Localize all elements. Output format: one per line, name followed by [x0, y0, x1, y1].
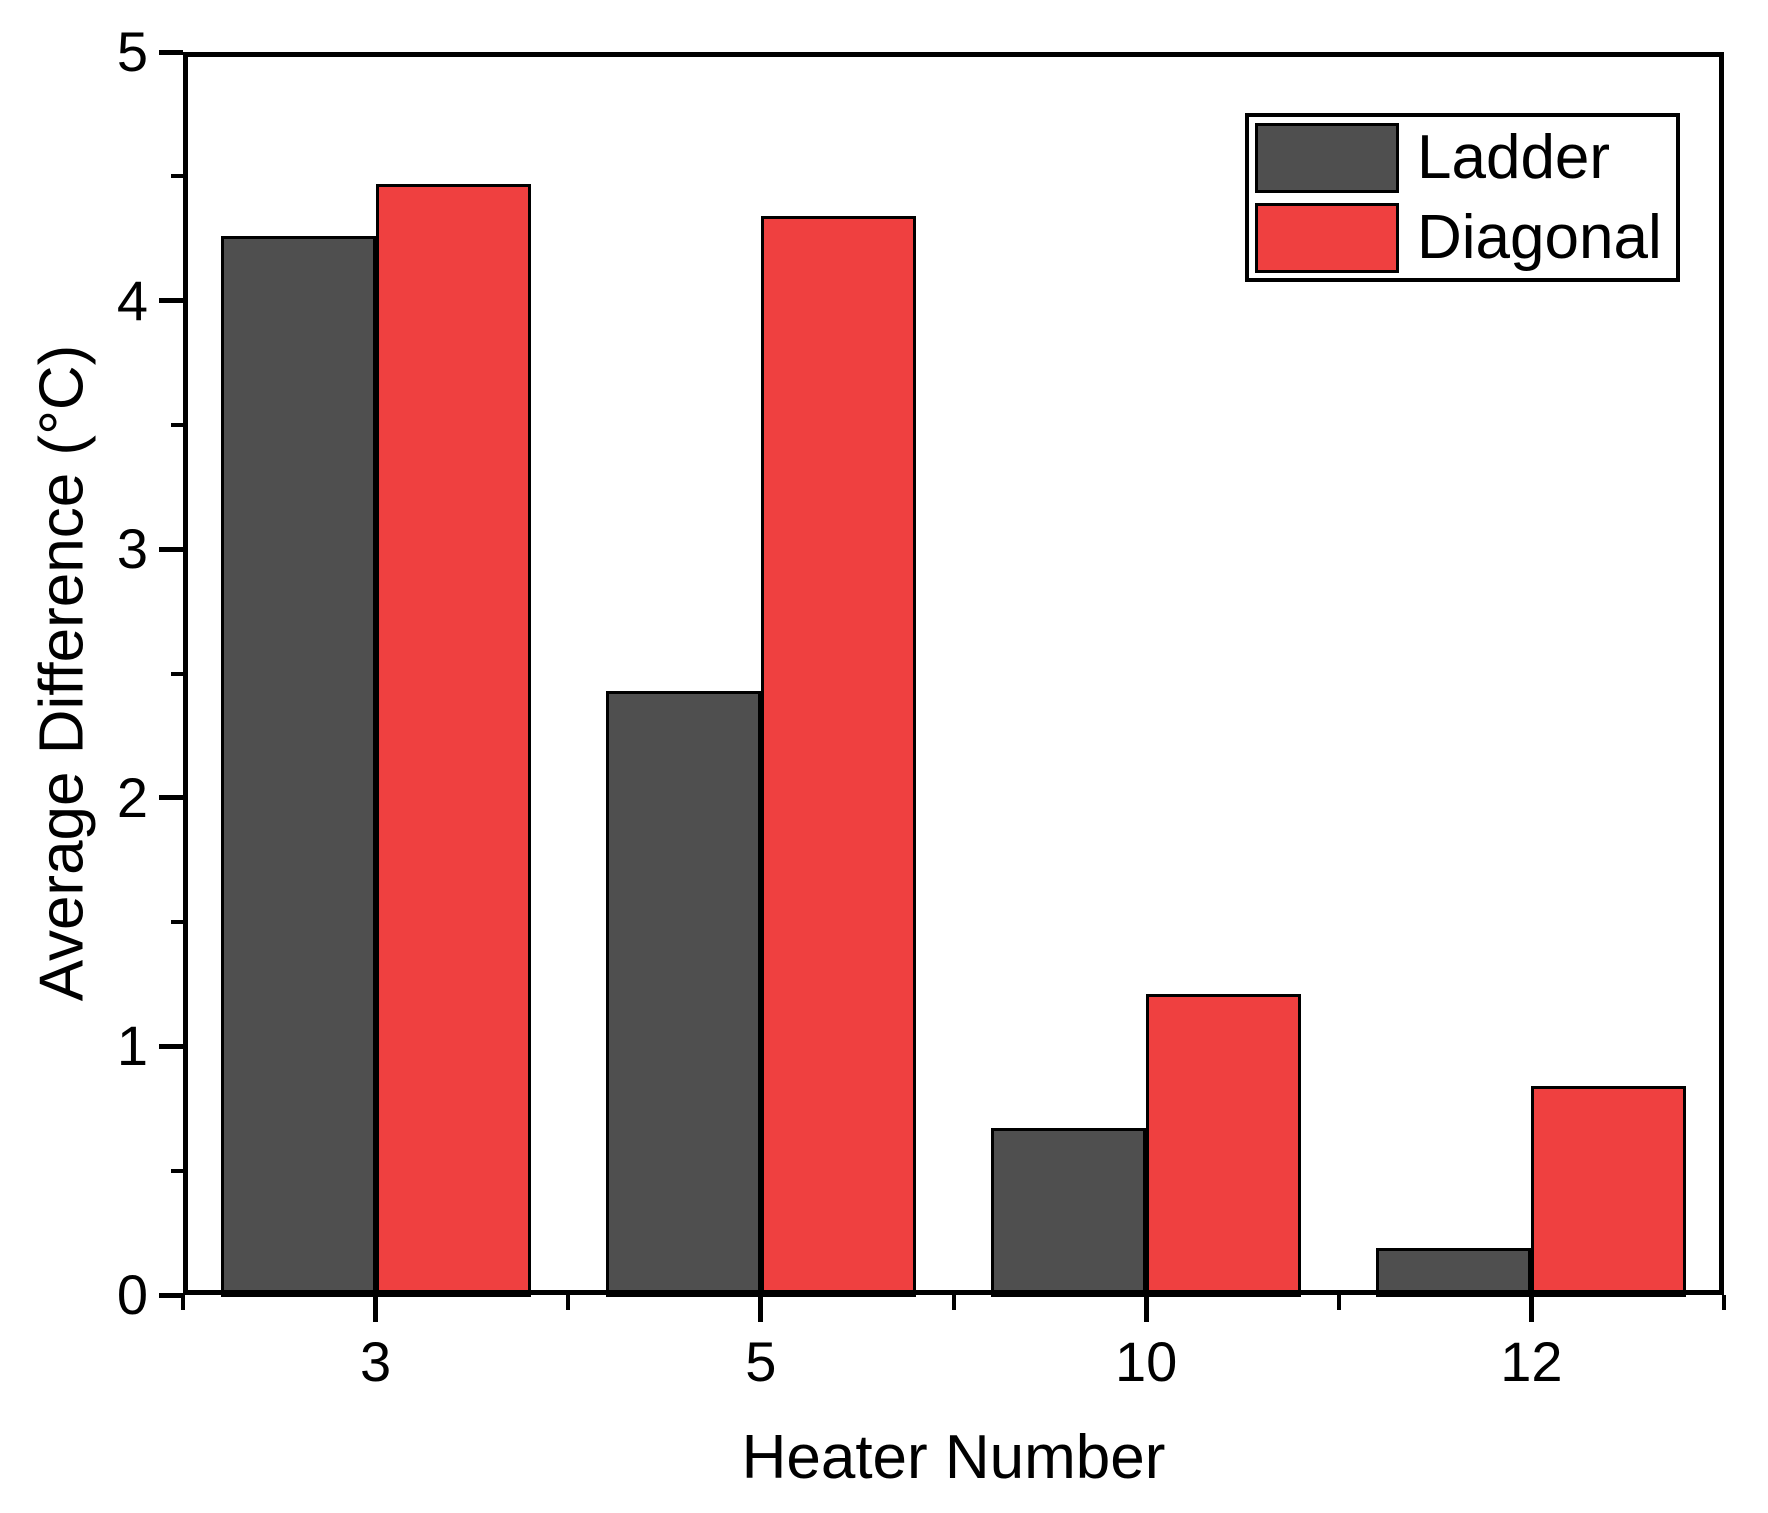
bar-diagonal-12	[1531, 1086, 1687, 1297]
y-tick-label-0: 0	[116, 1263, 148, 1326]
y-major-tick-4	[159, 298, 183, 304]
x-minor-tick	[951, 1295, 956, 1310]
y-axis-title: Average Difference (°C)	[27, 344, 97, 1002]
legend-swatch-diagonal	[1255, 203, 1399, 273]
y-major-tick-5	[159, 49, 183, 55]
y-major-tick-2	[159, 795, 183, 801]
bar-ladder-5	[605, 690, 761, 1297]
y-tick-label-4: 4	[116, 268, 148, 332]
x-major-tick-5	[758, 1295, 764, 1322]
bar-ladder-3	[220, 235, 376, 1297]
y-tick-label-3: 3	[116, 517, 148, 581]
y-minor-tick	[171, 422, 183, 427]
y-minor-tick	[171, 174, 183, 179]
y-tick-label-2: 2	[116, 765, 148, 829]
y-minor-tick	[171, 671, 183, 676]
x-minor-tick	[1722, 1295, 1726, 1310]
x-tick-label-10: 10	[1114, 1330, 1178, 1393]
legend: Ladder Diagonal	[1245, 113, 1680, 282]
legend-label-ladder: Ladder	[1417, 123, 1611, 192]
x-minor-tick	[181, 1295, 185, 1310]
x-major-tick-12	[1528, 1295, 1534, 1322]
x-minor-tick	[1336, 1295, 1341, 1310]
y-tick-label-5: 5	[116, 20, 148, 83]
x-minor-tick	[566, 1295, 571, 1310]
y-major-tick-0	[159, 1292, 183, 1298]
bar-ladder-10	[991, 1128, 1147, 1297]
legend-label-diagonal: Diagonal	[1417, 203, 1662, 272]
x-major-tick-10	[1143, 1295, 1149, 1322]
bar-diagonal-5	[760, 216, 916, 1297]
x-axis-title: Heater Number	[741, 1423, 1166, 1492]
y-minor-tick	[171, 920, 183, 925]
bar-diagonal-10	[1146, 994, 1302, 1297]
x-tick-label-12: 12	[1500, 1330, 1563, 1393]
y-major-tick-1	[159, 1043, 183, 1049]
x-tick-label-3: 3	[360, 1330, 392, 1393]
legend-swatch-ladder	[1255, 123, 1399, 193]
y-tick-label-1: 1	[116, 1014, 148, 1078]
bar-diagonal-3	[375, 183, 531, 1297]
y-minor-tick	[171, 1168, 183, 1173]
bar-ladder-12	[1376, 1247, 1532, 1297]
x-major-tick-3	[373, 1295, 379, 1322]
x-tick-label-5: 5	[745, 1330, 777, 1393]
y-major-tick-3	[159, 546, 183, 552]
